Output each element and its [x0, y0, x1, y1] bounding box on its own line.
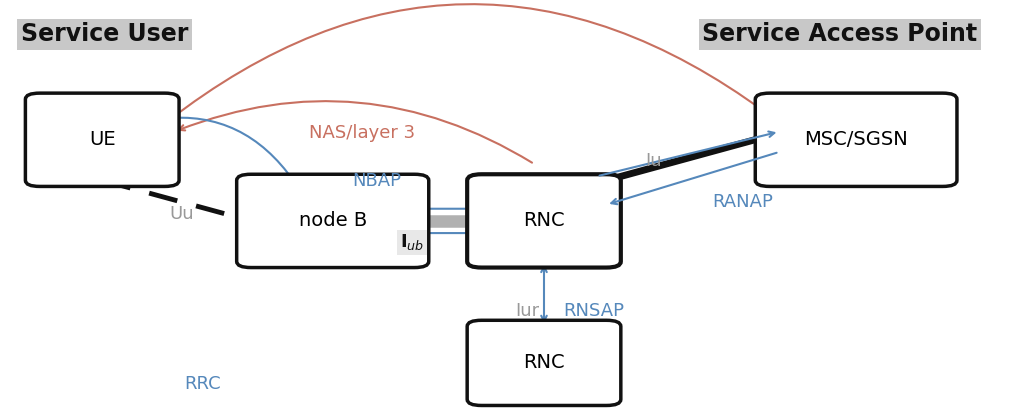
- FancyBboxPatch shape: [26, 93, 179, 186]
- Text: NBAP: NBAP: [352, 172, 401, 190]
- Text: $\mathbf{I}_{ub}$: $\mathbf{I}_{ub}$: [400, 232, 424, 252]
- FancyBboxPatch shape: [756, 93, 957, 186]
- Text: node B: node B: [299, 211, 367, 231]
- FancyBboxPatch shape: [237, 174, 429, 268]
- Text: Service User: Service User: [20, 22, 188, 46]
- Text: Iu: Iu: [645, 152, 662, 170]
- FancyBboxPatch shape: [467, 174, 621, 268]
- Text: NAS/layer 3: NAS/layer 3: [308, 123, 415, 141]
- Text: RNC: RNC: [523, 211, 565, 231]
- Text: Uu: Uu: [169, 205, 195, 223]
- Text: Iur: Iur: [515, 302, 540, 320]
- Text: UE: UE: [89, 130, 116, 149]
- FancyBboxPatch shape: [467, 320, 621, 405]
- Text: MSC/SGSN: MSC/SGSN: [804, 130, 908, 149]
- Text: Service Access Point: Service Access Point: [702, 22, 978, 46]
- Text: RANAP: RANAP: [712, 193, 773, 211]
- Text: RRC: RRC: [184, 375, 220, 393]
- Text: RNSAP: RNSAP: [563, 302, 625, 320]
- Text: RNC: RNC: [523, 353, 565, 372]
